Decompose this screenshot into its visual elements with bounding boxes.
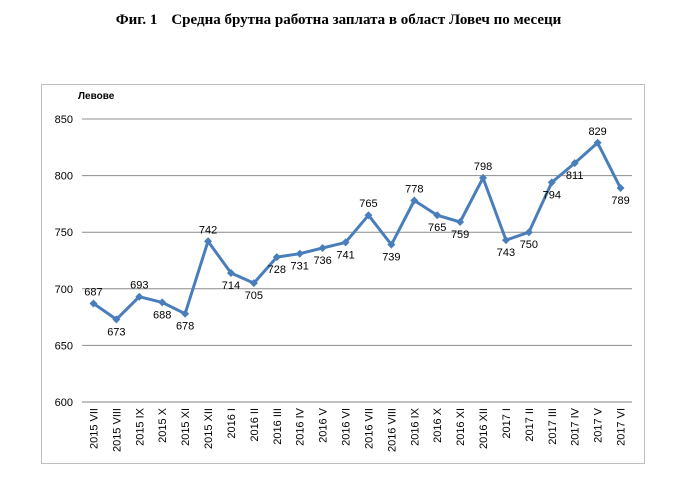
data-label: 693 [130, 280, 148, 292]
data-label: 765 [428, 222, 446, 234]
data-point [272, 253, 281, 262]
data-point [616, 184, 625, 193]
data-point [181, 309, 190, 318]
y-axis-title: Левове [78, 91, 115, 102]
data-point [249, 279, 258, 288]
x-tick-label: 2015 VII [88, 408, 100, 449]
x-tick-label: 2016 VII [363, 408, 375, 449]
data-label: 742 [199, 224, 217, 236]
data-point [318, 244, 327, 253]
figure-number: Фиг. 1 [115, 12, 158, 28]
data-point [226, 268, 235, 277]
data-label: 741 [336, 249, 354, 261]
data-point [89, 299, 98, 308]
x-tick-label: 2016 I [226, 408, 238, 439]
x-tick-label: 2016 XI [455, 408, 467, 446]
data-label: 736 [313, 255, 331, 267]
x-tick-label: 2017 III [547, 408, 559, 445]
y-tick-label: 800 [55, 171, 73, 183]
data-point [158, 298, 167, 307]
y-axis-ticks: 600 650 700 750 800 850 [55, 114, 73, 409]
x-tick-label: 2017 II [524, 408, 536, 442]
data-point [479, 173, 488, 182]
data-point [204, 237, 213, 246]
x-axis-ticks: 2015 VII 2015 VIII 2015 IX 2015 X 2015 XI 201… [88, 407, 627, 452]
data-point [410, 196, 419, 205]
y-tick-label: 650 [55, 340, 73, 352]
data-point [341, 238, 350, 247]
data-label: 731 [291, 261, 309, 273]
figure-title-text: Средна брутна работна заплата в област Л… [171, 12, 562, 28]
x-tick-label: 2016 XII [478, 408, 490, 449]
data-label: 778 [405, 184, 423, 196]
y-tick-label: 750 [55, 227, 73, 239]
x-tick-label: 2015 X [157, 407, 169, 443]
data-point [295, 249, 304, 258]
data-point [593, 138, 602, 147]
data-label: 728 [268, 264, 286, 276]
data-label: 798 [474, 161, 492, 173]
data-label: 759 [451, 229, 469, 241]
x-tick-label: 2016 II [249, 408, 261, 442]
data-label: 705 [245, 290, 263, 302]
data-point [112, 315, 121, 324]
y-tick-label: 700 [55, 284, 73, 296]
x-tick-label: 2017 IV [570, 407, 582, 446]
x-tick-label: 2015 XII [203, 408, 215, 449]
x-tick-label: 2017 V [593, 407, 605, 443]
data-point [387, 240, 396, 249]
data-label: 829 [588, 126, 606, 138]
data-point [501, 236, 510, 245]
data-label: 678 [176, 321, 194, 333]
data-label: 687 [84, 287, 102, 299]
data-label: 750 [520, 239, 538, 251]
x-tick-label: 2016 IV [295, 407, 307, 446]
x-tick-label: 2016 X [432, 407, 444, 443]
x-tick-label: 2015 IX [134, 407, 146, 446]
x-tick-label: 2015 VIII [111, 408, 123, 452]
data-label: 743 [497, 247, 515, 259]
gridlines [82, 118, 632, 403]
figure-title: Фиг. 1 Средна брутна работна заплата в об… [0, 12, 677, 29]
x-tick-label: 2016 V [318, 407, 330, 443]
data-point [433, 211, 442, 220]
x-tick-label: 2016 VI [341, 408, 353, 446]
chart-frame [41, 84, 645, 464]
data-point [547, 178, 556, 187]
data-point [524, 228, 533, 237]
x-tick-label: 2017 VI [616, 408, 628, 446]
data-point [456, 218, 465, 227]
x-tick-label: 2017 I [501, 408, 513, 439]
data-markers [89, 138, 625, 324]
data-label: 794 [543, 189, 561, 201]
data-label: 688 [153, 309, 171, 321]
y-tick-label: 850 [55, 114, 73, 126]
x-tick-label: 2016 VIII [386, 408, 398, 452]
x-tick-label: 2016 III [272, 408, 284, 445]
data-label: 714 [222, 280, 240, 292]
data-label: 789 [611, 195, 629, 207]
x-tick-label: 2015 XI [180, 408, 192, 446]
data-label: 739 [382, 252, 400, 264]
data-label: 811 [566, 170, 584, 182]
data-labels: 687 673 693 688 678 742 714 705 728 731 736 741 765 7… [84, 126, 629, 339]
y-tick-label: 600 [55, 397, 73, 409]
data-point [570, 159, 579, 168]
data-label: 765 [359, 198, 377, 210]
data-point [364, 211, 373, 220]
data-label: 673 [107, 326, 125, 338]
data-point [135, 292, 144, 301]
series-line [92, 141, 622, 321]
x-tick-label: 2016 IX [409, 407, 421, 446]
